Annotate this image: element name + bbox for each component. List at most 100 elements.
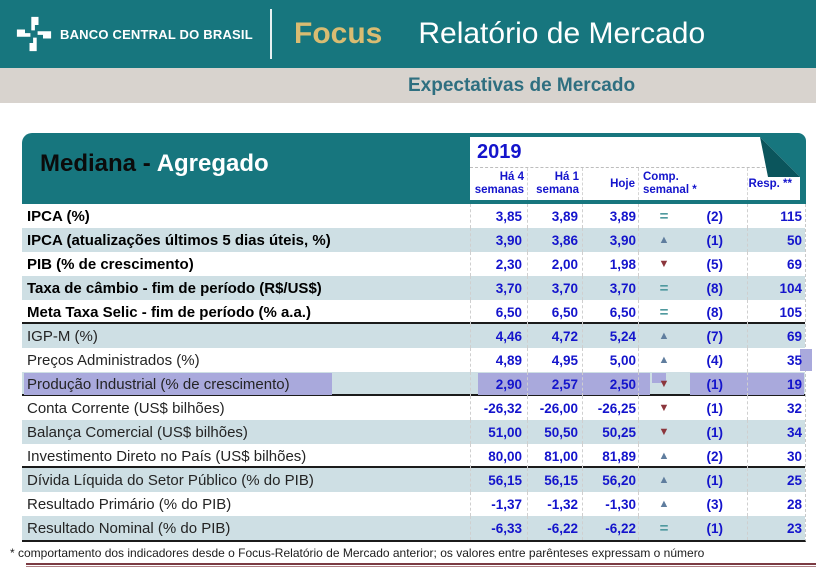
table-row[interactable]: Taxa de câmbio - fim de período (R$/US$)… — [22, 276, 805, 300]
comparison-count: (5) — [706, 256, 724, 272]
table-row[interactable]: PIB (% de crescimento) 2,30 2,00 1,98 ▼ (5) 69 — [22, 252, 805, 276]
respondents-count: 69 — [747, 252, 806, 276]
table-row[interactable]: Dívida Líquida do Setor Público (% do PI… — [22, 468, 805, 492]
row-label-text: Taxa de câmbio - fim de período (R$/US$) — [27, 279, 322, 297]
value-4-weeks-ago: 3,70 — [470, 276, 527, 300]
table-header: Mediana - Agregado 2019 Há 4 semanas Há 1… — [22, 133, 806, 204]
up-arrow-icon: ▲ — [658, 498, 670, 510]
respondents-count: 50 — [747, 228, 806, 252]
value-today: 3,89 — [582, 204, 638, 228]
row-label-text: IPCA (%) — [27, 207, 90, 225]
up-arrow-icon: ▲ — [658, 450, 670, 462]
comparison-count: (4) — [706, 352, 724, 368]
weekly-comparison-cell: ▼ (1) — [638, 372, 747, 396]
weekly-comparison-cell: = (1) — [638, 516, 747, 540]
respondents-count: 19 — [747, 372, 806, 396]
row-label-text: Resultado Nominal (% do PIB) — [27, 519, 231, 537]
equal-indicator-icon: = — [659, 519, 669, 537]
weekly-comparison-cell: ▲ (1) — [638, 228, 747, 252]
weekly-comparison-cell: ▲ (7) — [638, 324, 747, 348]
value-today: 2,50 — [582, 372, 638, 396]
respondents-count: 35 — [747, 348, 806, 372]
comparison-count: (7) — [706, 328, 724, 344]
value-today: 5,00 — [582, 348, 638, 372]
comparison-count: (1) — [706, 472, 724, 488]
col-header-4weeks: Há 4 semanas — [474, 171, 524, 196]
table-row[interactable]: Preços Administrados (%) 4,89 4,95 5,00 ▲ (4)… — [22, 348, 812, 372]
median-aggregate-table: Mediana - Agregado 2019 Há 4 semanas Há 1… — [22, 133, 812, 542]
row-label-text: IPCA (atualizações últimos 5 dias úteis,… — [27, 231, 331, 249]
respondents-count: 23 — [747, 516, 806, 540]
table-row[interactable]: Investimento Direto no País (US$ bilhões… — [22, 444, 805, 468]
table-row[interactable]: Resultado Primário (% do PIB) -1,37 -1,32-… — [22, 492, 805, 516]
row-label-text: Balança Comercial (US$ bilhões) — [27, 423, 248, 441]
equal-indicator-icon: = — [659, 207, 669, 225]
value-4-weeks-ago: 2,30 — [470, 252, 527, 276]
year-tab-2019[interactable]: 2019 Há 4 semanas Há 1 semana Hoje Comp.… — [470, 137, 800, 200]
table-row[interactable]: Resultado Nominal (% do PIB) -6,33 -6,22 -6… — [22, 516, 805, 540]
respondents-count: 104 — [747, 276, 806, 300]
respondents-count: 32 — [747, 396, 806, 420]
respondents-count: 115 — [747, 204, 806, 228]
table-row[interactable]: Balança Comercial (US$ bilhões) 51,00 50,5… — [22, 420, 805, 444]
row-label-text: Meta Taxa Selic - fim de período (% a.a.… — [27, 303, 311, 321]
row-label: Conta Corrente (US$ bilhões) — [22, 396, 470, 420]
col-header-weekly-comp: Comp. semanal * — [638, 168, 747, 200]
col-header-respondents: Resp. ** — [747, 168, 800, 200]
row-label: Dívida Líquida do Setor Público (% do PI… — [22, 468, 470, 492]
value-today: 50,25 — [582, 420, 638, 444]
row-label: Balança Comercial (US$ bilhões) — [22, 420, 470, 444]
row-label: IGP-M (%) — [22, 324, 470, 348]
value-4-weeks-ago: -1,37 — [470, 492, 527, 516]
bcb-logo-text: BANCO CENTRAL DO BRASIL — [60, 26, 253, 42]
row-label: Preços Administrados (%) — [22, 348, 470, 372]
down-arrow-icon: ▼ — [658, 402, 670, 414]
value-4-weeks-ago: 3,90 — [470, 228, 527, 252]
weekly-comparison-cell: ▲ (4) — [638, 348, 747, 372]
comparison-count: (1) — [706, 232, 724, 248]
comparison-count: (8) — [706, 304, 724, 320]
selection-highlight — [800, 349, 812, 371]
table-row[interactable]: IGP-M (%) 4,46 4,72 5,24 ▲ (7) 69 — [22, 324, 805, 348]
value-today: 6,50 — [582, 300, 638, 324]
row-label: PIB (% de crescimento) — [22, 252, 470, 276]
footnote: * comportamento dos indicadores desde o … — [10, 546, 705, 560]
column-headers: Há 4 semanas Há 1 semana Hoje Comp. sema… — [470, 168, 800, 200]
value-1-week-ago: 3,70 — [527, 276, 582, 300]
weekly-comparison-cell: = (8) — [638, 276, 747, 300]
table-title-mediana: Mediana - — [40, 150, 151, 177]
table-row[interactable]: Meta Taxa Selic - fim de período (% a.a.… — [22, 300, 805, 324]
value-1-week-ago: -26,00 — [527, 396, 582, 420]
up-arrow-icon: ▲ — [658, 234, 670, 246]
row-label: Taxa de câmbio - fim de período (R$/US$) — [22, 276, 470, 300]
row-label: Resultado Primário (% do PIB) — [22, 492, 470, 516]
col-header-1week: Há 1 semana — [527, 168, 582, 200]
table-row[interactable]: Conta Corrente (US$ bilhões) -26,32 -26,00… — [22, 396, 805, 420]
value-4-weeks-ago: 6,50 — [470, 300, 527, 324]
value-today: 3,70 — [582, 276, 638, 300]
table-row[interactable]: IPCA (atualizações últimos 5 dias úteis,… — [22, 228, 805, 252]
value-1-week-ago: 56,15 — [527, 468, 582, 492]
value-today: 5,24 — [582, 324, 638, 348]
value-1-week-ago: 6,50 — [527, 300, 582, 324]
respondents-count: 105 — [747, 300, 806, 324]
col-header-today: Hoje — [582, 168, 638, 200]
value-4-weeks-ago: 80,00 — [470, 444, 527, 468]
weekly-comparison-cell: ▼ (1) — [638, 396, 747, 420]
value-today: -1,30 — [582, 492, 638, 516]
weekly-comparison-cell: ▼ (5) — [638, 252, 747, 276]
row-label-text: PIB (% de crescimento) — [27, 255, 194, 273]
table-row[interactable]: IPCA (%) 3,85 3,89 3,89 = (2) 115 — [22, 204, 805, 228]
comparison-count: (1) — [706, 520, 724, 536]
row-label-text: Investimento Direto no País (US$ bilhões… — [27, 447, 307, 465]
up-arrow-icon: ▲ — [658, 354, 670, 366]
row-label: IPCA (%) — [22, 204, 470, 228]
value-4-weeks-ago: 51,00 — [470, 420, 527, 444]
row-label-text: Conta Corrente (US$ bilhões) — [27, 399, 225, 417]
value-1-week-ago: 2,57 — [527, 372, 582, 396]
row-label-text: Preços Administrados (%) — [27, 351, 200, 369]
comparison-count: (8) — [706, 280, 724, 296]
table-row[interactable]: Produção Industrial (% de crescimento) 2,… — [22, 372, 805, 396]
value-4-weeks-ago: -26,32 — [470, 396, 527, 420]
comparison-count: (1) — [706, 376, 724, 392]
